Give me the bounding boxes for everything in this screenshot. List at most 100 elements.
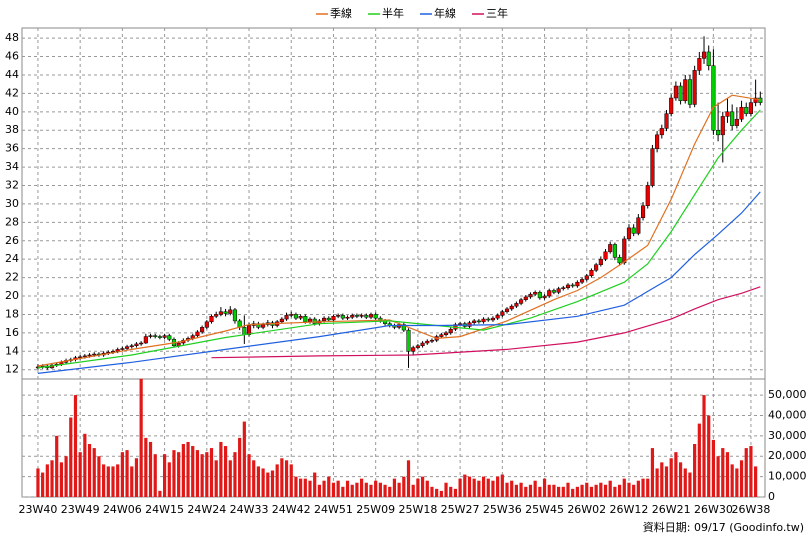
candle-body [345, 316, 350, 319]
y2-tick-label: 40,000 [768, 408, 807, 421]
volume-bar [693, 444, 697, 497]
volume-bar [191, 446, 195, 497]
candle-body [411, 347, 416, 352]
volume-bar [284, 460, 289, 497]
candle-body [284, 315, 289, 320]
candle-body [246, 325, 252, 335]
candle-body [486, 318, 491, 321]
volume-bar [266, 472, 270, 497]
volume-bar [111, 466, 115, 497]
candle-body [739, 106, 744, 120]
candle-body [373, 314, 378, 319]
volume-bar [617, 484, 622, 497]
candle-body [200, 327, 205, 333]
candle-body [139, 342, 144, 345]
volume-bar [510, 480, 514, 497]
volume-bar [256, 466, 261, 497]
volume-bar [130, 466, 134, 497]
volume-bar [83, 433, 87, 497]
candle-body [336, 315, 341, 317]
volume-bar [247, 454, 251, 497]
candle-body [528, 293, 533, 298]
y2-tick-label: 10,000 [768, 470, 807, 483]
candle-body [504, 308, 510, 312]
candle-body [92, 353, 97, 356]
volume-bar [167, 462, 171, 497]
candle-body [364, 315, 369, 318]
candle-body [120, 348, 125, 350]
volume-bar [547, 484, 551, 497]
candle-body [87, 354, 92, 357]
candle-body [176, 342, 181, 347]
candle-body [575, 281, 580, 287]
volume-bar [87, 444, 92, 497]
legend-label: 半年 [382, 6, 404, 20]
x-tick-label: 25W45 [525, 503, 564, 516]
candle-body [758, 97, 763, 103]
candle-body [612, 244, 617, 258]
x-tick-label: 24W06 [103, 503, 142, 516]
candle-body [125, 346, 130, 349]
volume-bar [420, 476, 425, 497]
candle-body [701, 51, 707, 59]
candle-body [673, 85, 678, 99]
candle-body [167, 335, 172, 340]
volume-bar [603, 484, 608, 497]
volume-bar [205, 452, 209, 497]
volume-bar [383, 484, 387, 497]
volume-bar [102, 464, 106, 497]
candle-body [481, 318, 486, 323]
volume-bar [444, 482, 448, 497]
y-tick-label: 40 [5, 105, 19, 118]
ma-line [37, 94, 761, 367]
candle-body [537, 292, 542, 299]
candle-body [261, 324, 266, 328]
volume-bar [608, 480, 612, 497]
volume-bar [350, 484, 354, 497]
candle-body [228, 309, 233, 314]
candle-body [331, 316, 336, 321]
candle-body [476, 320, 481, 323]
volume-bar [519, 482, 523, 497]
volume-bar [730, 464, 734, 497]
candle-body [293, 314, 298, 319]
volume-bar [392, 478, 397, 497]
candle-body [678, 85, 683, 102]
volume-bar [749, 446, 753, 497]
volume-bar [688, 472, 692, 497]
volume-bar [360, 478, 364, 497]
volume-bar [364, 482, 368, 497]
volume-bar [378, 482, 382, 497]
candle-body [82, 355, 87, 358]
volume-bar [45, 464, 49, 497]
candle-body [547, 290, 552, 297]
volume-bar [162, 454, 167, 497]
volume-bar [533, 480, 537, 497]
x-tick-label: 25W18 [398, 503, 437, 516]
volume-bar [453, 488, 458, 497]
volume-bar [289, 464, 293, 497]
y-tick-label: 20 [5, 289, 19, 302]
candle-body [519, 299, 524, 304]
volume-bar [449, 486, 453, 497]
candle-body [617, 257, 622, 264]
candle-body [495, 315, 500, 319]
candle-body [307, 318, 313, 323]
volume-bar [120, 452, 124, 497]
candle-body [401, 324, 406, 331]
volume-bar [697, 423, 701, 497]
candle-body [551, 290, 556, 293]
volume-bar [55, 435, 59, 497]
volume-bar [134, 458, 139, 497]
volume-bar [388, 486, 392, 497]
volume-bar [528, 484, 533, 497]
volume-bar [646, 478, 650, 497]
volume-bar [636, 480, 640, 497]
x-tick-label: 26W02 [567, 503, 606, 516]
volume-bar [341, 486, 345, 497]
candle-body [608, 244, 613, 253]
volume-bar [683, 468, 687, 497]
candle-body [584, 275, 589, 280]
y-tick-label: 36 [5, 142, 19, 155]
volume-bar [660, 462, 664, 497]
